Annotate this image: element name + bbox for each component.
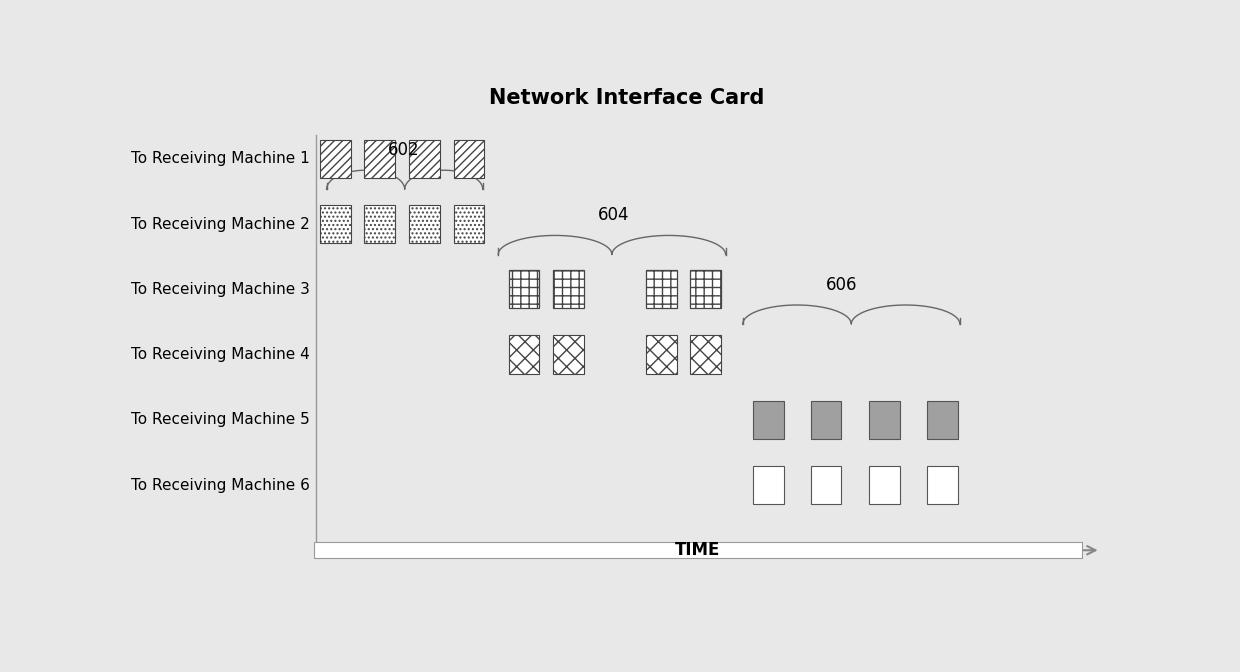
Text: 604: 604 bbox=[598, 206, 630, 224]
Bar bbox=[928, 466, 959, 504]
Text: TIME: TIME bbox=[675, 541, 720, 559]
Bar bbox=[409, 205, 440, 243]
Bar bbox=[811, 466, 842, 504]
Bar bbox=[691, 335, 722, 374]
Bar bbox=[646, 270, 677, 308]
Bar bbox=[320, 140, 351, 178]
Bar bbox=[928, 401, 959, 439]
Text: 606: 606 bbox=[826, 276, 857, 294]
Bar bbox=[869, 466, 900, 504]
Text: Network Interface Card: Network Interface Card bbox=[490, 88, 765, 108]
Bar bbox=[508, 335, 539, 374]
Bar bbox=[691, 270, 722, 308]
Bar bbox=[409, 140, 440, 178]
Text: To Receiving Machine 1: To Receiving Machine 1 bbox=[130, 151, 310, 167]
Bar bbox=[365, 205, 396, 243]
Bar bbox=[365, 140, 396, 178]
Text: To Receiving Machine 5: To Receiving Machine 5 bbox=[130, 413, 310, 427]
Bar bbox=[646, 335, 677, 374]
Bar bbox=[811, 401, 842, 439]
Bar bbox=[508, 270, 539, 308]
Text: To Receiving Machine 2: To Receiving Machine 2 bbox=[130, 216, 310, 232]
Bar bbox=[753, 401, 784, 439]
Bar bbox=[753, 466, 784, 504]
Text: To Receiving Machine 6: To Receiving Machine 6 bbox=[130, 478, 310, 493]
Bar bbox=[454, 205, 485, 243]
Text: 602: 602 bbox=[388, 141, 419, 159]
Text: To Receiving Machine 3: To Receiving Machine 3 bbox=[130, 282, 310, 297]
Bar bbox=[454, 140, 485, 178]
Bar bbox=[869, 401, 900, 439]
Text: To Receiving Machine 4: To Receiving Machine 4 bbox=[130, 347, 310, 362]
Bar bbox=[553, 335, 584, 374]
Bar bbox=[553, 270, 584, 308]
Bar bbox=[320, 205, 351, 243]
Bar bbox=[314, 542, 1081, 558]
